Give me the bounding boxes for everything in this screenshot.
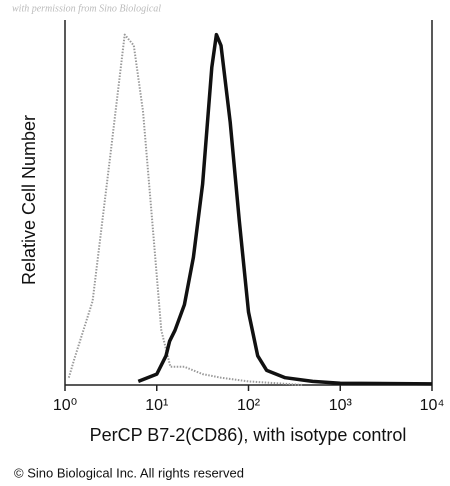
histogram-line [67, 33, 304, 386]
x-tick-label: 10⁴ [420, 397, 445, 414]
histogram-line [137, 32, 433, 386]
watermark: with permission from Sino Biological [12, 3, 161, 14]
x-tick-label: 10² [237, 397, 261, 414]
footer: © Sino Biological Inc. All rights reserv… [14, 465, 244, 480]
x-tick-label: 10¹ [145, 397, 168, 414]
y-axis-title: Relative Cell Number [19, 115, 39, 285]
x-tick-label: 10⁰ [53, 397, 77, 414]
x-tick-label: 10³ [329, 397, 353, 414]
frame [64, 20, 433, 386]
x-axis-title: PerCP B7-2(CD86), with isotype control [90, 425, 407, 445]
